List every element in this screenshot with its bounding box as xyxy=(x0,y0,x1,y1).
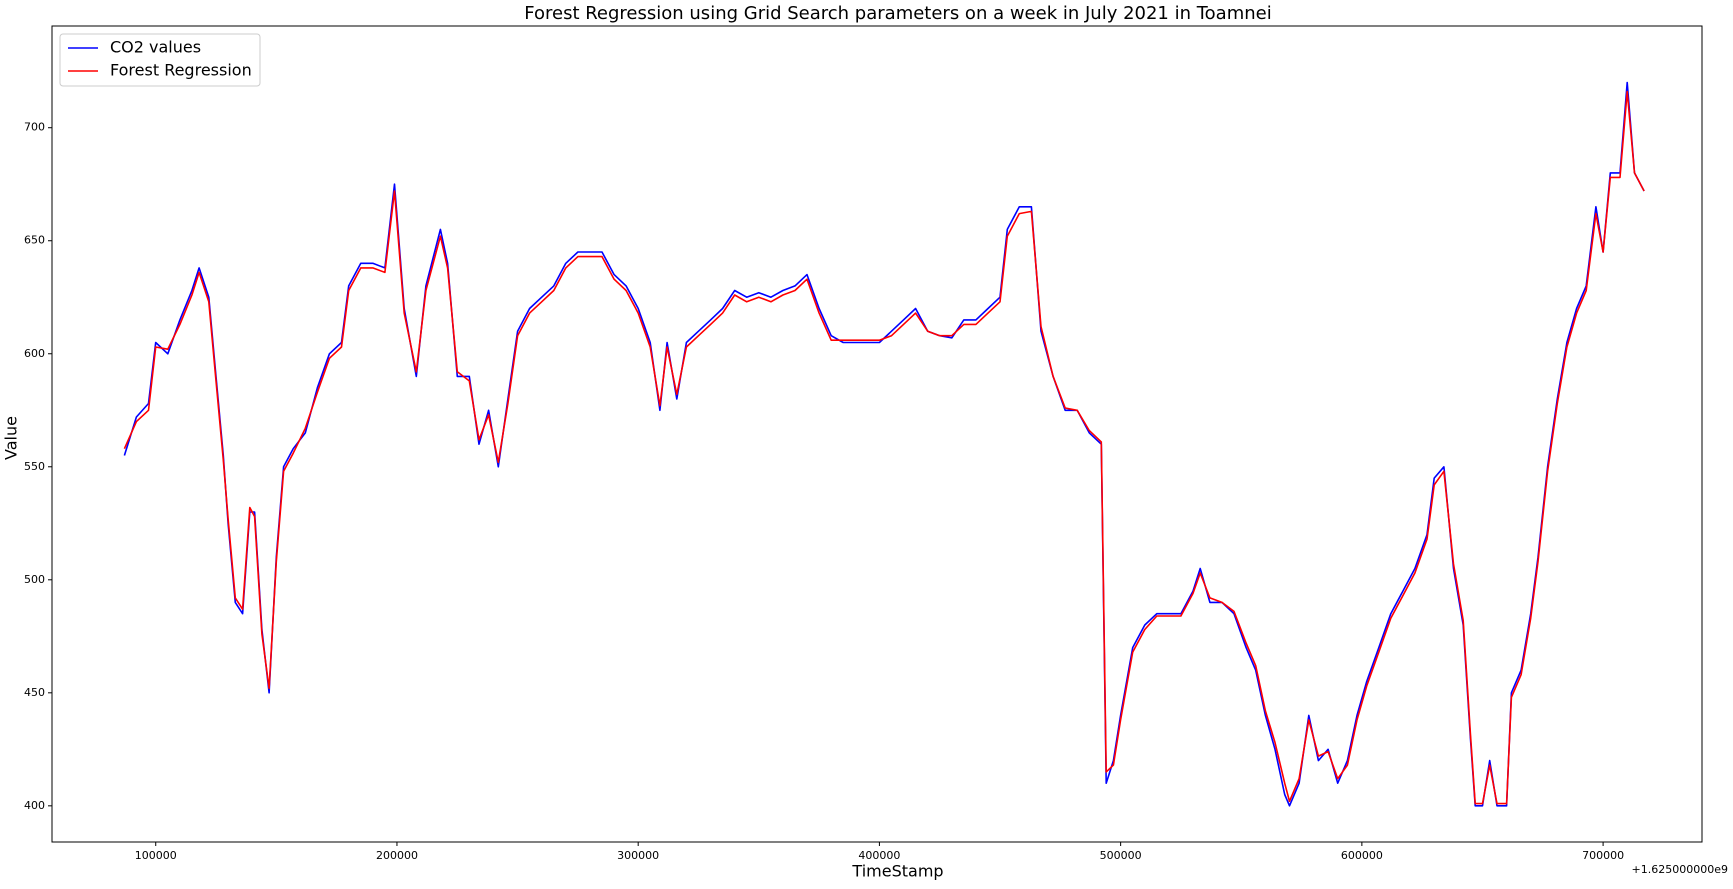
x-tick-label: 400000 xyxy=(858,849,900,862)
x-tick-label: 200000 xyxy=(376,849,418,862)
x-axis-label: TimeStamp xyxy=(851,862,943,881)
x-tick-label: 500000 xyxy=(1100,849,1142,862)
y-tick-label: 450 xyxy=(24,686,45,699)
y-tick-label: 500 xyxy=(24,573,45,586)
x-tick-label: 300000 xyxy=(617,849,659,862)
legend-box xyxy=(59,33,261,87)
plot-frame xyxy=(51,25,1703,843)
series-line xyxy=(123,90,1645,805)
legend-label: Forest Regression xyxy=(110,61,252,80)
y-axis-label: Value xyxy=(2,416,21,460)
x-tick-label: 700000 xyxy=(1582,849,1624,862)
y-tick-label: 600 xyxy=(24,347,45,360)
x-offset-label: +1.625000000e9 xyxy=(1632,863,1728,876)
x-tick-label: 600000 xyxy=(1341,849,1383,862)
y-tick-label: 700 xyxy=(24,121,45,134)
y-tick-label: 400 xyxy=(24,799,45,812)
y-tick-label: 650 xyxy=(24,234,45,247)
y-tick-label: 550 xyxy=(24,460,45,473)
x-tick-label: 100000 xyxy=(135,849,177,862)
legend-label: CO2 values xyxy=(110,38,201,57)
chart-title: Forest Regression using Grid Search para… xyxy=(524,3,1271,24)
